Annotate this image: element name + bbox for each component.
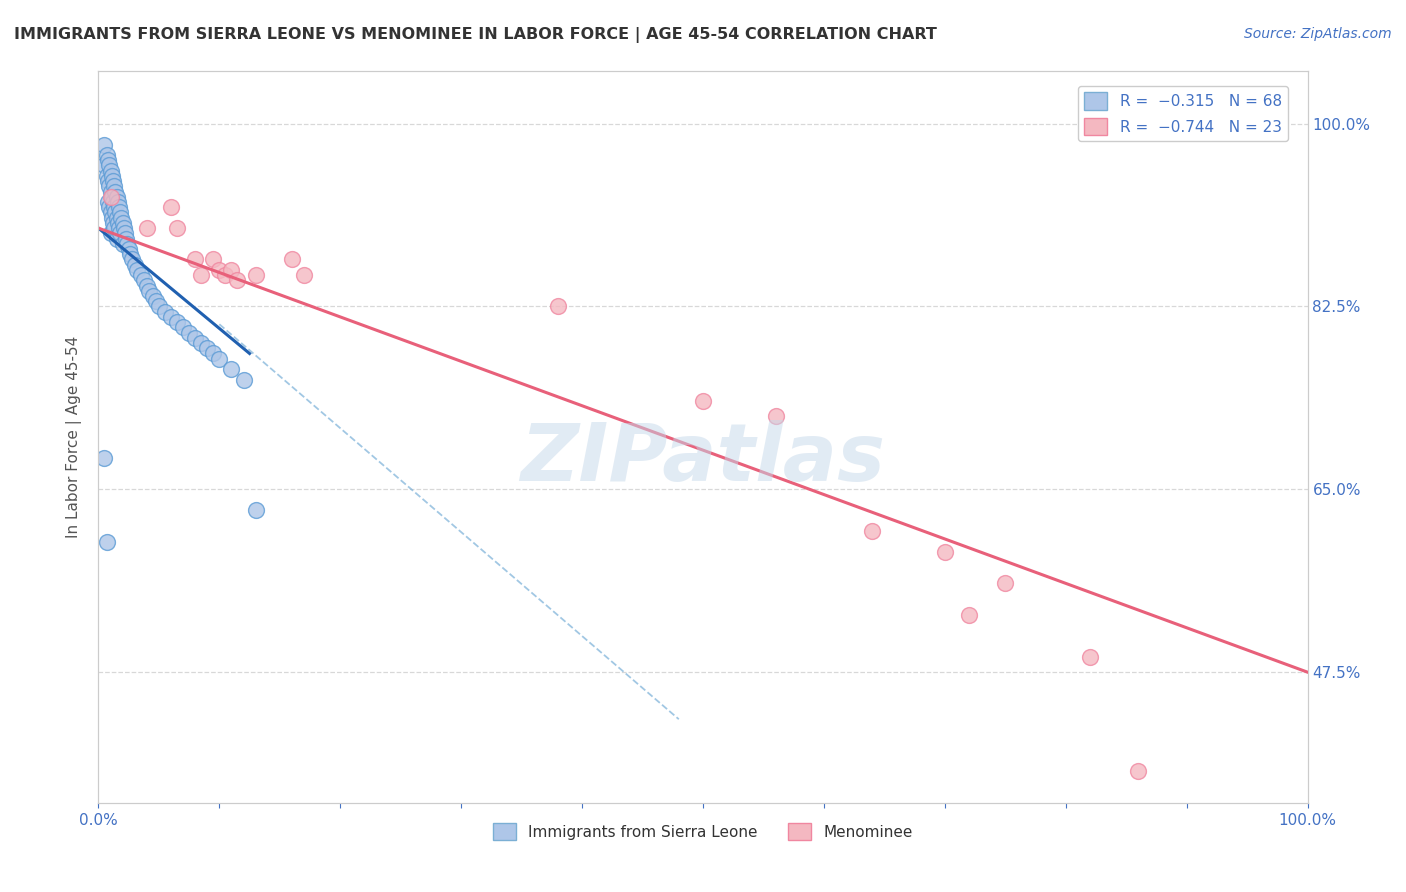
Point <box>111 216 134 230</box>
Point <box>202 252 225 267</box>
Point <box>292 268 315 282</box>
Legend: Immigrants from Sierra Leone, Menominee: Immigrants from Sierra Leone, Menominee <box>486 816 920 847</box>
Point <box>160 200 183 214</box>
Point <box>281 252 304 267</box>
Point <box>208 351 231 366</box>
Point <box>232 373 254 387</box>
Point <box>202 346 225 360</box>
Point <box>221 362 243 376</box>
Y-axis label: In Labor Force | Age 45-54: In Labor Force | Age 45-54 <box>66 336 83 538</box>
Point <box>104 185 127 199</box>
Point <box>112 221 135 235</box>
Point <box>148 300 170 314</box>
Point <box>129 268 152 282</box>
Point <box>166 221 188 235</box>
Point <box>101 194 124 209</box>
Point <box>105 231 128 245</box>
Text: IMMIGRANTS FROM SIERRA LEONE VS MENOMINEE IN LABOR FORCE | AGE 45-54 CORRELATION: IMMIGRANTS FROM SIERRA LEONE VS MENOMINE… <box>14 27 936 43</box>
Point <box>153 304 176 318</box>
Point <box>110 211 132 225</box>
Point <box>98 179 121 194</box>
Point <box>104 205 127 219</box>
Point <box>127 263 149 277</box>
Point <box>114 227 136 241</box>
Point <box>994 576 1017 591</box>
Point <box>138 284 160 298</box>
Point <box>226 273 249 287</box>
Point <box>100 190 122 204</box>
Point <box>547 300 569 314</box>
Point <box>100 227 122 241</box>
Point <box>103 179 125 194</box>
Point <box>134 273 156 287</box>
Point <box>195 341 218 355</box>
Point <box>208 263 231 277</box>
Point <box>245 268 267 282</box>
Point <box>97 174 120 188</box>
Point <box>117 236 139 251</box>
Point <box>108 205 131 219</box>
Point <box>108 221 131 235</box>
Point <box>172 320 194 334</box>
Point <box>108 200 131 214</box>
Point <box>957 607 980 622</box>
Text: ZIPatlas: ZIPatlas <box>520 420 886 498</box>
Point <box>166 315 188 329</box>
Point <box>115 231 138 245</box>
Point <box>221 263 243 277</box>
Point <box>142 289 165 303</box>
Point <box>179 326 201 340</box>
Point <box>93 450 115 465</box>
Point <box>97 194 120 209</box>
Point <box>107 216 129 230</box>
Point <box>103 200 125 214</box>
Point <box>190 336 212 351</box>
Point <box>121 252 143 267</box>
Point <box>1128 764 1150 779</box>
Point <box>100 211 122 225</box>
Point <box>692 393 714 408</box>
Point <box>93 158 115 172</box>
Point <box>934 545 956 559</box>
Point <box>101 216 124 230</box>
Point <box>111 236 134 251</box>
Point <box>100 169 122 183</box>
Point <box>118 247 141 261</box>
Point <box>860 524 883 538</box>
Point <box>145 294 167 309</box>
Point <box>103 221 125 235</box>
Point <box>214 268 236 282</box>
Point <box>100 190 122 204</box>
Point <box>96 169 118 183</box>
Point <box>98 158 121 172</box>
Point <box>1078 649 1101 664</box>
Point <box>184 331 207 345</box>
Point <box>100 185 122 199</box>
Point <box>97 153 120 168</box>
Point <box>107 194 129 209</box>
Point <box>160 310 183 324</box>
Point <box>96 534 118 549</box>
Point <box>135 221 157 235</box>
Text: Source: ZipAtlas.com: Source: ZipAtlas.com <box>1244 27 1392 41</box>
Point <box>108 227 131 241</box>
Point <box>135 278 157 293</box>
Point <box>96 148 118 162</box>
Point <box>101 174 124 188</box>
Point <box>765 409 787 424</box>
Point <box>190 268 212 282</box>
Point <box>105 190 128 204</box>
Point <box>105 211 128 225</box>
Point <box>124 258 146 272</box>
Point <box>100 163 122 178</box>
Point <box>245 503 267 517</box>
Point <box>100 205 122 219</box>
Point <box>93 137 115 152</box>
Point <box>118 242 141 256</box>
Point <box>98 200 121 214</box>
Point <box>184 252 207 267</box>
